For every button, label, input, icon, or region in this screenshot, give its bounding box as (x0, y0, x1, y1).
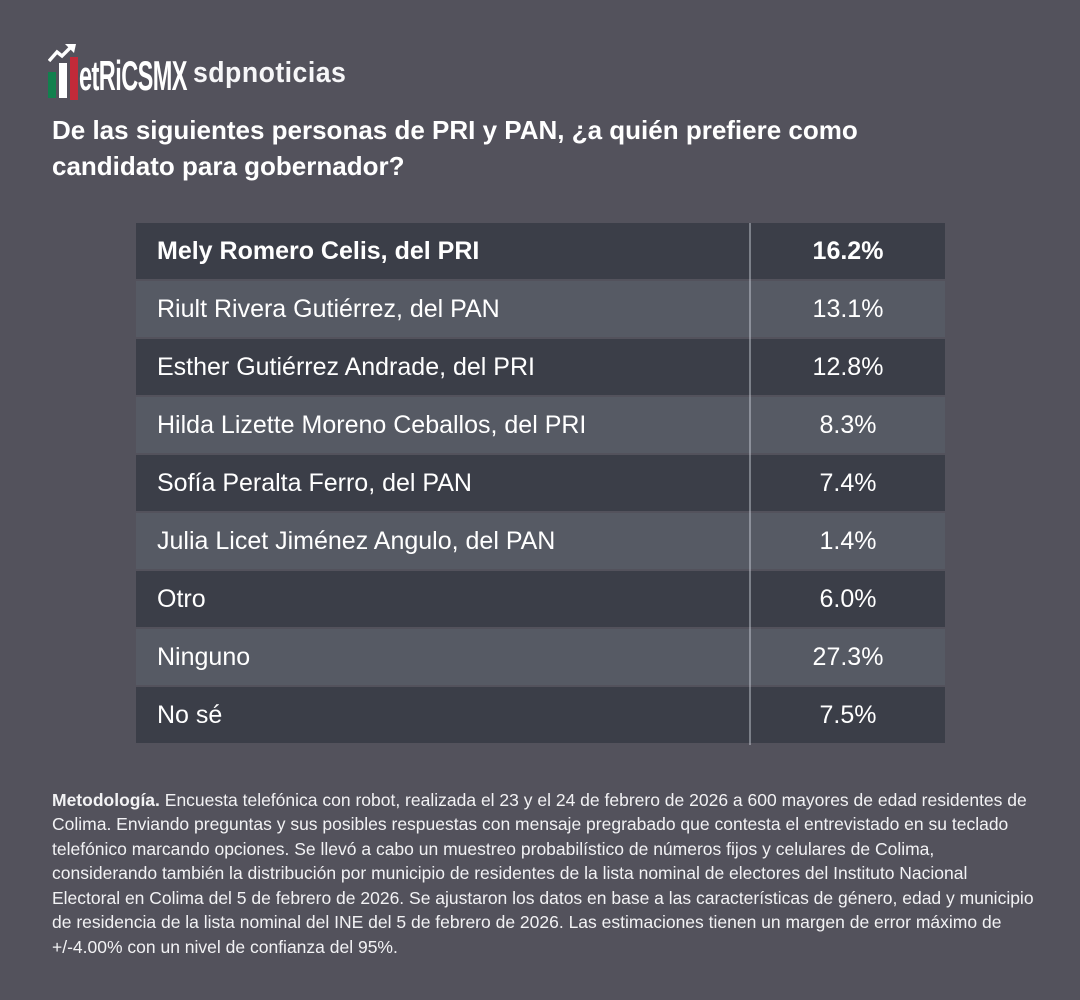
candidate-label: Ninguno (157, 642, 251, 671)
candidate-label: Hilda Lizette Moreno Ceballos, del PRI (157, 410, 587, 439)
page-title: De las siguientes personas de PRI y PAN,… (52, 115, 858, 181)
result-value: 8.3% (819, 410, 877, 439)
table-row: Mely Romero Celis, del PRI 16.2% (136, 223, 945, 279)
candidate-label: Mely Romero Celis, del PRI (157, 236, 480, 265)
candidate-label: Otro (157, 584, 206, 613)
candidate-label: No sé (157, 700, 223, 729)
candidate-label: Julia Licet Jiménez Angulo, del PAN (157, 526, 556, 555)
result-value: 7.5% (819, 700, 877, 729)
table-row: Julia Licet Jiménez Angulo, del PAN 1.4% (136, 513, 945, 569)
sdpnoticias-logo-text: sdpnoticias (193, 57, 347, 89)
table-row: Hilda Lizette Moreno Ceballos, del PRI 8… (136, 397, 945, 453)
table-row: No sé 7.5% (136, 687, 945, 743)
table-row: Esther Gutiérrez Andrade, del PRI 12.8% (136, 339, 945, 395)
methodology-body: Encuesta telefónica con robot, realizada… (52, 789, 1034, 958)
result-value: 27.3% (812, 642, 884, 671)
poll-results-table: Mely Romero Celis, del PRI 16.2% Riult R… (136, 223, 945, 745)
result-value: 13.1% (812, 294, 884, 323)
result-value: 6.0% (819, 584, 877, 613)
methodology-label: Metodología. (52, 789, 160, 810)
candidate-label: Riult Rivera Gutiérrez, del PAN (157, 294, 500, 323)
result-value: 1.4% (819, 526, 877, 555)
candidate-label: Esther Gutiérrez Andrade, del PRI (157, 352, 535, 381)
result-value: 7.4% (819, 468, 877, 497)
table-row: Otro 6.0% (136, 571, 945, 627)
column-divider (749, 223, 751, 745)
result-value: 12.8% (812, 352, 884, 381)
table-row: Sofía Peralta Ferro, del PAN 7.4% (136, 455, 945, 511)
candidate-label: Sofía Peralta Ferro, del PAN (157, 468, 472, 497)
table-row: Ninguno 27.3% (136, 629, 945, 685)
methodology-text: Metodología. Encuesta telefónica con rob… (52, 788, 1040, 960)
metricsmx-brand-text: etRiCSMX (79, 52, 187, 99)
table-row: Riult Rivera Gutiérrez, del PAN 13.1% (136, 281, 945, 337)
metricsmx-bar-chart-arrow-icon (48, 44, 78, 100)
result-value: 16.2% (812, 236, 884, 265)
